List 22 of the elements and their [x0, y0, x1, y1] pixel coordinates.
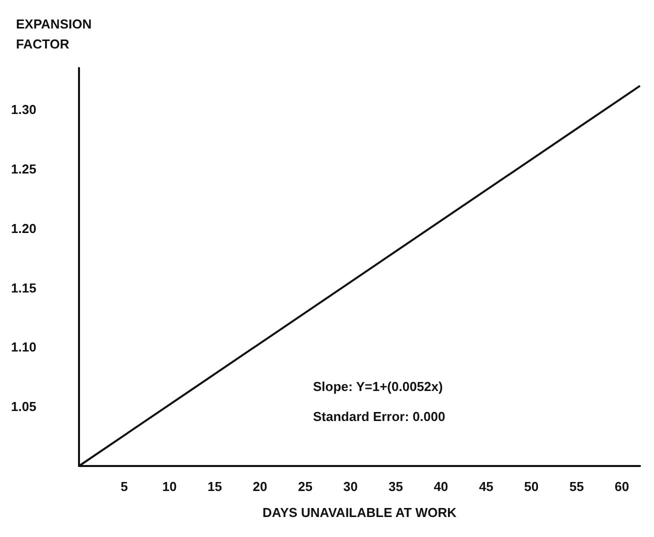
y-tick-label: 1.20: [11, 220, 36, 236]
x-tick-label: 35: [388, 479, 403, 494]
y-axis-title: EXPANSION FACTOR: [16, 16, 92, 52]
x-tick-label: 20: [252, 479, 268, 494]
x-axis-title: DAYS UNAVAILABLE AT WORK: [262, 505, 458, 520]
x-tick-label: 45: [478, 479, 494, 494]
x-tick-label: 60: [614, 479, 630, 494]
x-tick-label: 5: [120, 479, 128, 494]
y-tick-label: 1.25: [11, 161, 36, 176]
x-tick-label: 15: [207, 479, 222, 494]
y-tick-label: 1.30: [11, 102, 36, 118]
y-tick-label: 1.15: [11, 280, 36, 296]
y-tick-label: 1.10: [11, 340, 36, 355]
x-tick-label: 30: [343, 479, 358, 494]
x-tick-label: 10: [162, 479, 177, 494]
x-tick-label: 40: [434, 479, 448, 494]
x-tick-label: 50: [524, 479, 539, 494]
x-tick-label: 25: [298, 479, 312, 494]
annotation: Standard Error: 0.000: [313, 409, 446, 424]
x-tick-label: 55: [569, 479, 584, 494]
annotation: Slope: Y=1+(0.0052x): [313, 379, 443, 394]
y-tick-label: 1.05: [11, 399, 36, 414]
